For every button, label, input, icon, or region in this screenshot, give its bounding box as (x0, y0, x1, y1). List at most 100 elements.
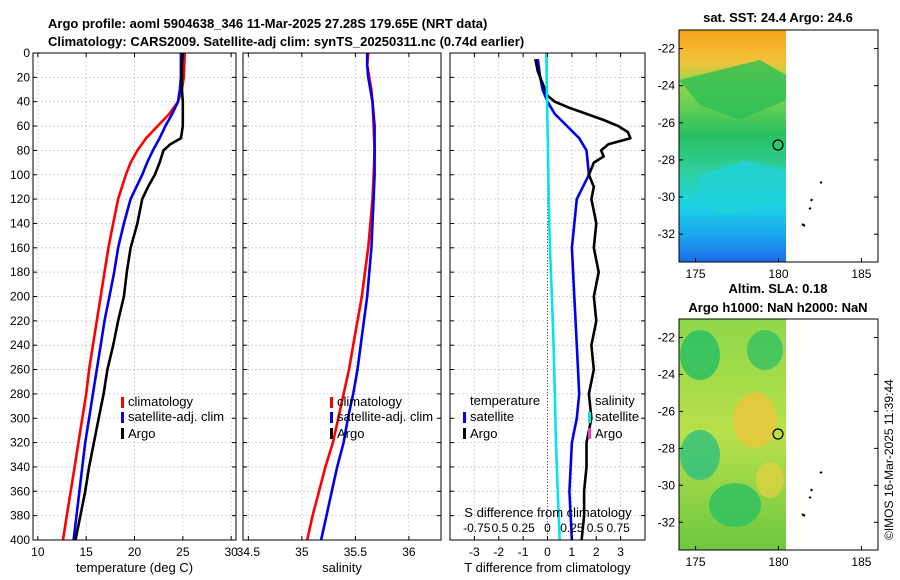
sst-map-title: sat. SST: 24.4 Argo: 24.6 (703, 10, 853, 25)
s-difference-tick-label: 0.5 (492, 521, 509, 535)
legend-swatch-t-argo (463, 428, 466, 439)
legend-swatch-satellite (121, 412, 124, 423)
series-line-climatology (61, 52, 187, 541)
y-tick-label: 340 (10, 460, 30, 474)
imos-watermark: ©IMOS 16-Mar-2025 11:39:44 (882, 379, 896, 540)
salinity-panel: 34.5 35 35.5 36 salinity (237, 52, 442, 575)
sst-heatmap-field (679, 30, 786, 262)
y-tick-label: 140 (10, 216, 30, 230)
legend-swatch-s-argo (588, 428, 591, 439)
salinity-legend: climatology satellite-adj. clim Argo (330, 394, 433, 441)
s-difference-tick-label: 0.5 (587, 521, 604, 535)
argo-position-marker (772, 428, 784, 440)
sla-map: 175 180 185 -22 -24 -26 -28 -30 -32 (658, 318, 879, 569)
sla-heatmap-patch (756, 462, 784, 498)
s-difference-tick-label: -0.75 (463, 521, 491, 535)
x-tick-label: 2 (593, 545, 600, 559)
s-difference-tick-label: 0 (544, 521, 551, 535)
y-tick-label: 180 (10, 265, 30, 279)
map-y-tick-label: -22 (658, 42, 676, 56)
difference-panel: -3 -2 -1 0 1 2 3T difference from climatology (449, 52, 646, 575)
y-tick-label: 360 (10, 484, 30, 498)
y-tick-label: 280 (10, 387, 30, 401)
y-tick-label: 100 (10, 168, 30, 182)
legend-swatch-climatology (330, 397, 333, 408)
y-tick-label: 0 (23, 46, 30, 60)
sla-map-title-line2: Argo h1000: NaN h2000: NaN (688, 300, 867, 315)
map-y-tick-label: -30 (658, 478, 676, 492)
legend-swatch-argo (330, 428, 333, 439)
legend-label-climatology: climatology (337, 394, 403, 409)
x-tick-label: -3 (469, 545, 480, 559)
s-difference-axis-label: S difference from climatology (464, 505, 632, 520)
legend-title-temperature: temperature (470, 393, 540, 408)
series-line-argo (74, 52, 185, 541)
legend-label-t-argo: Argo (470, 426, 497, 441)
y-tick-label: 20 (17, 70, 31, 84)
map-y-tick-label: -26 (658, 404, 676, 418)
y-tick-label: 300 (10, 411, 30, 425)
y-tick-label: 220 (10, 314, 30, 328)
sst-heatmap-patch (700, 160, 786, 215)
legend-title-salinity: salinity (595, 393, 635, 408)
sst-map-ticks: 175 180 185 -22 -24 -26 -28 -30 -32 (658, 42, 878, 281)
argo-position-marker (772, 139, 784, 151)
x-tick-label: 34.5 (237, 545, 261, 559)
series-line-t-satellite (536, 58, 591, 541)
sla-no-data-area (786, 319, 878, 550)
y-tick-label: 120 (10, 192, 30, 206)
map-y-tick-label: -32 (658, 515, 676, 529)
legend-swatch-satellite (330, 412, 333, 423)
s-difference-tick-label: 0.25 (511, 521, 535, 535)
s-difference-tick-label: 0.75 (607, 521, 631, 535)
legend-label-satellite: satellite-adj. clim (128, 409, 224, 424)
x-tick-label: 15 (79, 545, 93, 559)
figure-title-line1: Argo profile: aoml 5904638_346 11-Mar-20… (48, 16, 487, 31)
sla-heatmap-patch (733, 392, 777, 448)
series-line-s-satellite (545, 52, 561, 541)
legend-label-s-satellite: satellite (595, 409, 639, 424)
temperature-legend: climatology satellite-adj. clim Argo (121, 394, 224, 441)
sla-heatmap-patch (680, 430, 720, 480)
x-axis-label: T difference from climatology (464, 560, 631, 575)
map-y-tick-label: -24 (658, 79, 676, 93)
map-y-tick-label: -22 (658, 330, 676, 344)
x-tick-label: 35.5 (344, 545, 368, 559)
y-tick-label: 200 (10, 290, 30, 304)
legend-label-climatology: climatology (128, 394, 194, 409)
s-difference-tick-labels: -0.75 0.5 0.25 0 0.25 0.5 0.75 (463, 521, 630, 535)
y-tick-label: 400 (10, 533, 30, 547)
x-tick-label: -1 (518, 545, 529, 559)
legend-label-argo: Argo (128, 426, 155, 441)
sla-heatmap-patch (709, 483, 761, 527)
island-marks (801, 181, 823, 227)
map-x-tick-label: 175 (686, 555, 706, 569)
map-y-tick-label: -28 (658, 153, 676, 167)
legend-swatch-climatology (121, 397, 124, 408)
figure-title-line2: Climatology: CARS2009. Satellite-adj cli… (48, 34, 524, 49)
legend-swatch-t-satellite (463, 412, 466, 423)
sst-heatmap-patch (679, 60, 786, 120)
map-y-tick-label: -28 (658, 441, 676, 455)
y-tick-label: 80 (17, 143, 31, 157)
map-y-tick-label: -30 (658, 190, 676, 204)
difference-legend: temperature satellite Argo salinity sate… (463, 393, 639, 441)
y-tick-label: 320 (10, 436, 30, 450)
x-tick-label: 25 (176, 545, 190, 559)
map-x-tick-label: 180 (768, 267, 788, 281)
sst-map: 175 180 185 -22 -24 -26 -28 -30 -32 (658, 29, 879, 281)
y-tick-label: 60 (17, 119, 31, 133)
x-tick-label: 1 (569, 545, 576, 559)
x-tick-label: 35 (295, 545, 309, 559)
x-tick-label: 20 (128, 545, 142, 559)
legend-label-argo: Argo (337, 426, 364, 441)
x-tick-label: -2 (493, 545, 504, 559)
s-difference-tick-label: 0.25 (560, 521, 584, 535)
x-tick-label: 0 (544, 545, 551, 559)
sla-heatmap-patch (747, 330, 783, 370)
y-tick-label: 160 (10, 241, 30, 255)
map-x-tick-label: 175 (686, 267, 706, 281)
y-tick-label: 260 (10, 363, 30, 377)
island-marks (801, 471, 823, 517)
